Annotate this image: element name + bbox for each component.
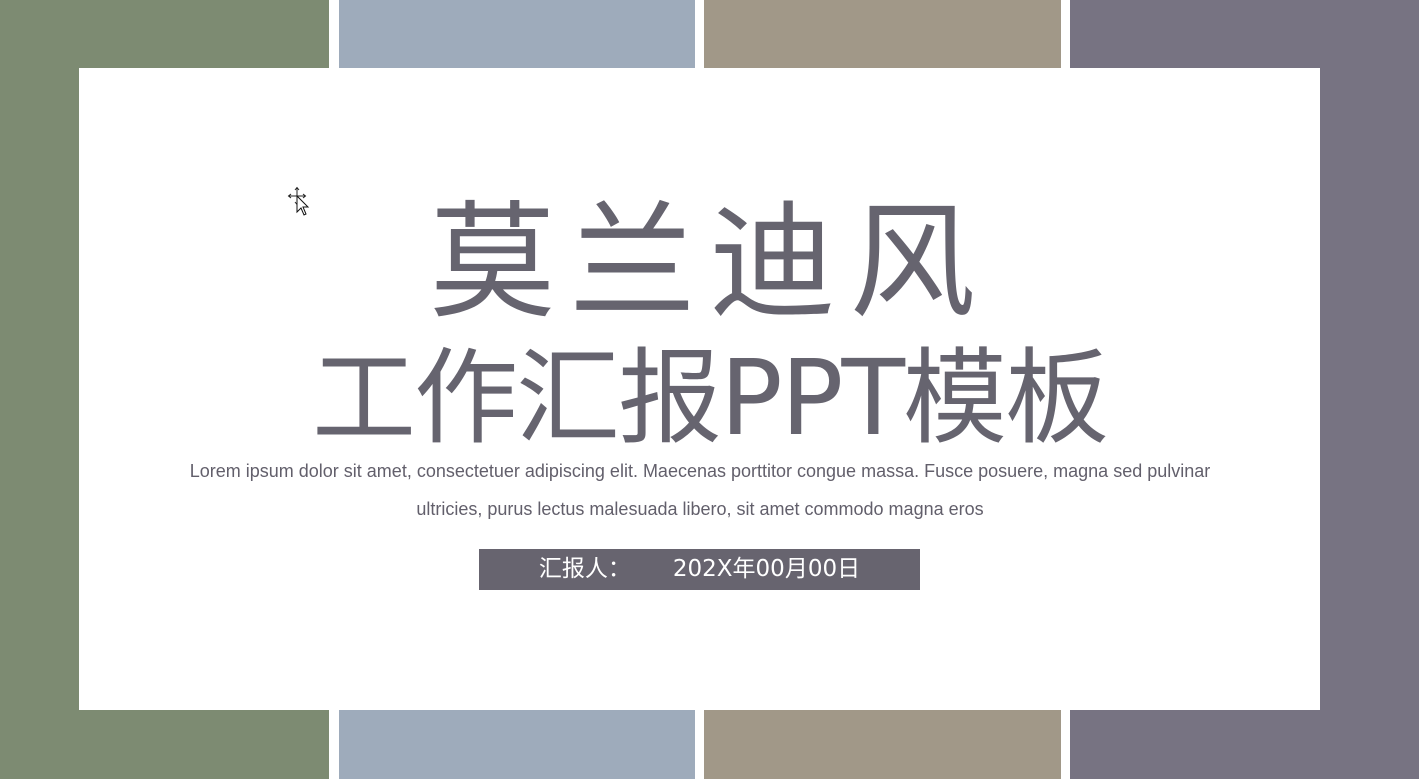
reporter-label: 汇报人： (538, 556, 631, 582)
reporter-date-bar[interactable]: 汇报人： 202X年00月00日 (479, 549, 920, 590)
white-content-card (79, 68, 1320, 710)
slide-title-line-1[interactable]: 莫兰迪风 (429, 189, 990, 336)
slide-description[interactable]: Lorem ipsum dolor sit amet, consectetuer… (189, 461, 1211, 519)
report-date: 202X年00月00日 (672, 556, 861, 582)
slide-title-line-2[interactable]: 工作汇报PPT模板 (312, 337, 1109, 459)
